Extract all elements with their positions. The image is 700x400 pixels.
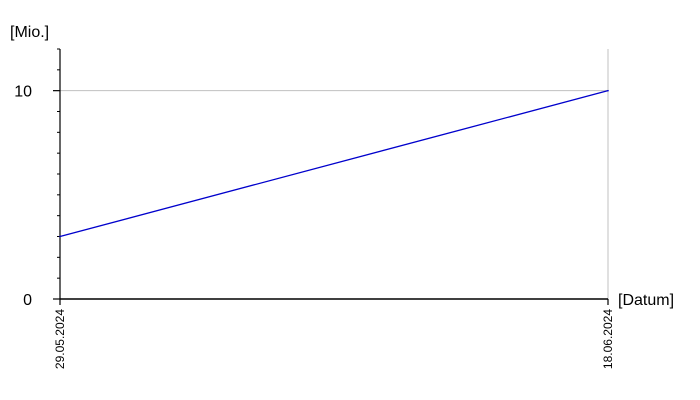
y-tick-label: 0 bbox=[23, 292, 32, 309]
x-axis-title: [Datum] bbox=[618, 292, 674, 309]
axis-layer bbox=[53, 48, 609, 305]
label-layer: 0 10 29.05.2024 18.06.2024 bbox=[14, 84, 615, 369]
y-axis-title: [Mio.] bbox=[10, 24, 49, 41]
grid-layer bbox=[60, 49, 609, 299]
x-tick-label: 18.06.2024 bbox=[601, 309, 615, 369]
y-tick-label: 10 bbox=[14, 84, 32, 101]
data-point bbox=[607, 89, 609, 92]
data-point bbox=[59, 235, 61, 238]
series-layer bbox=[59, 89, 609, 238]
series-line bbox=[59, 90, 609, 238]
x-tick-label: 29.05.2024 bbox=[53, 309, 67, 369]
